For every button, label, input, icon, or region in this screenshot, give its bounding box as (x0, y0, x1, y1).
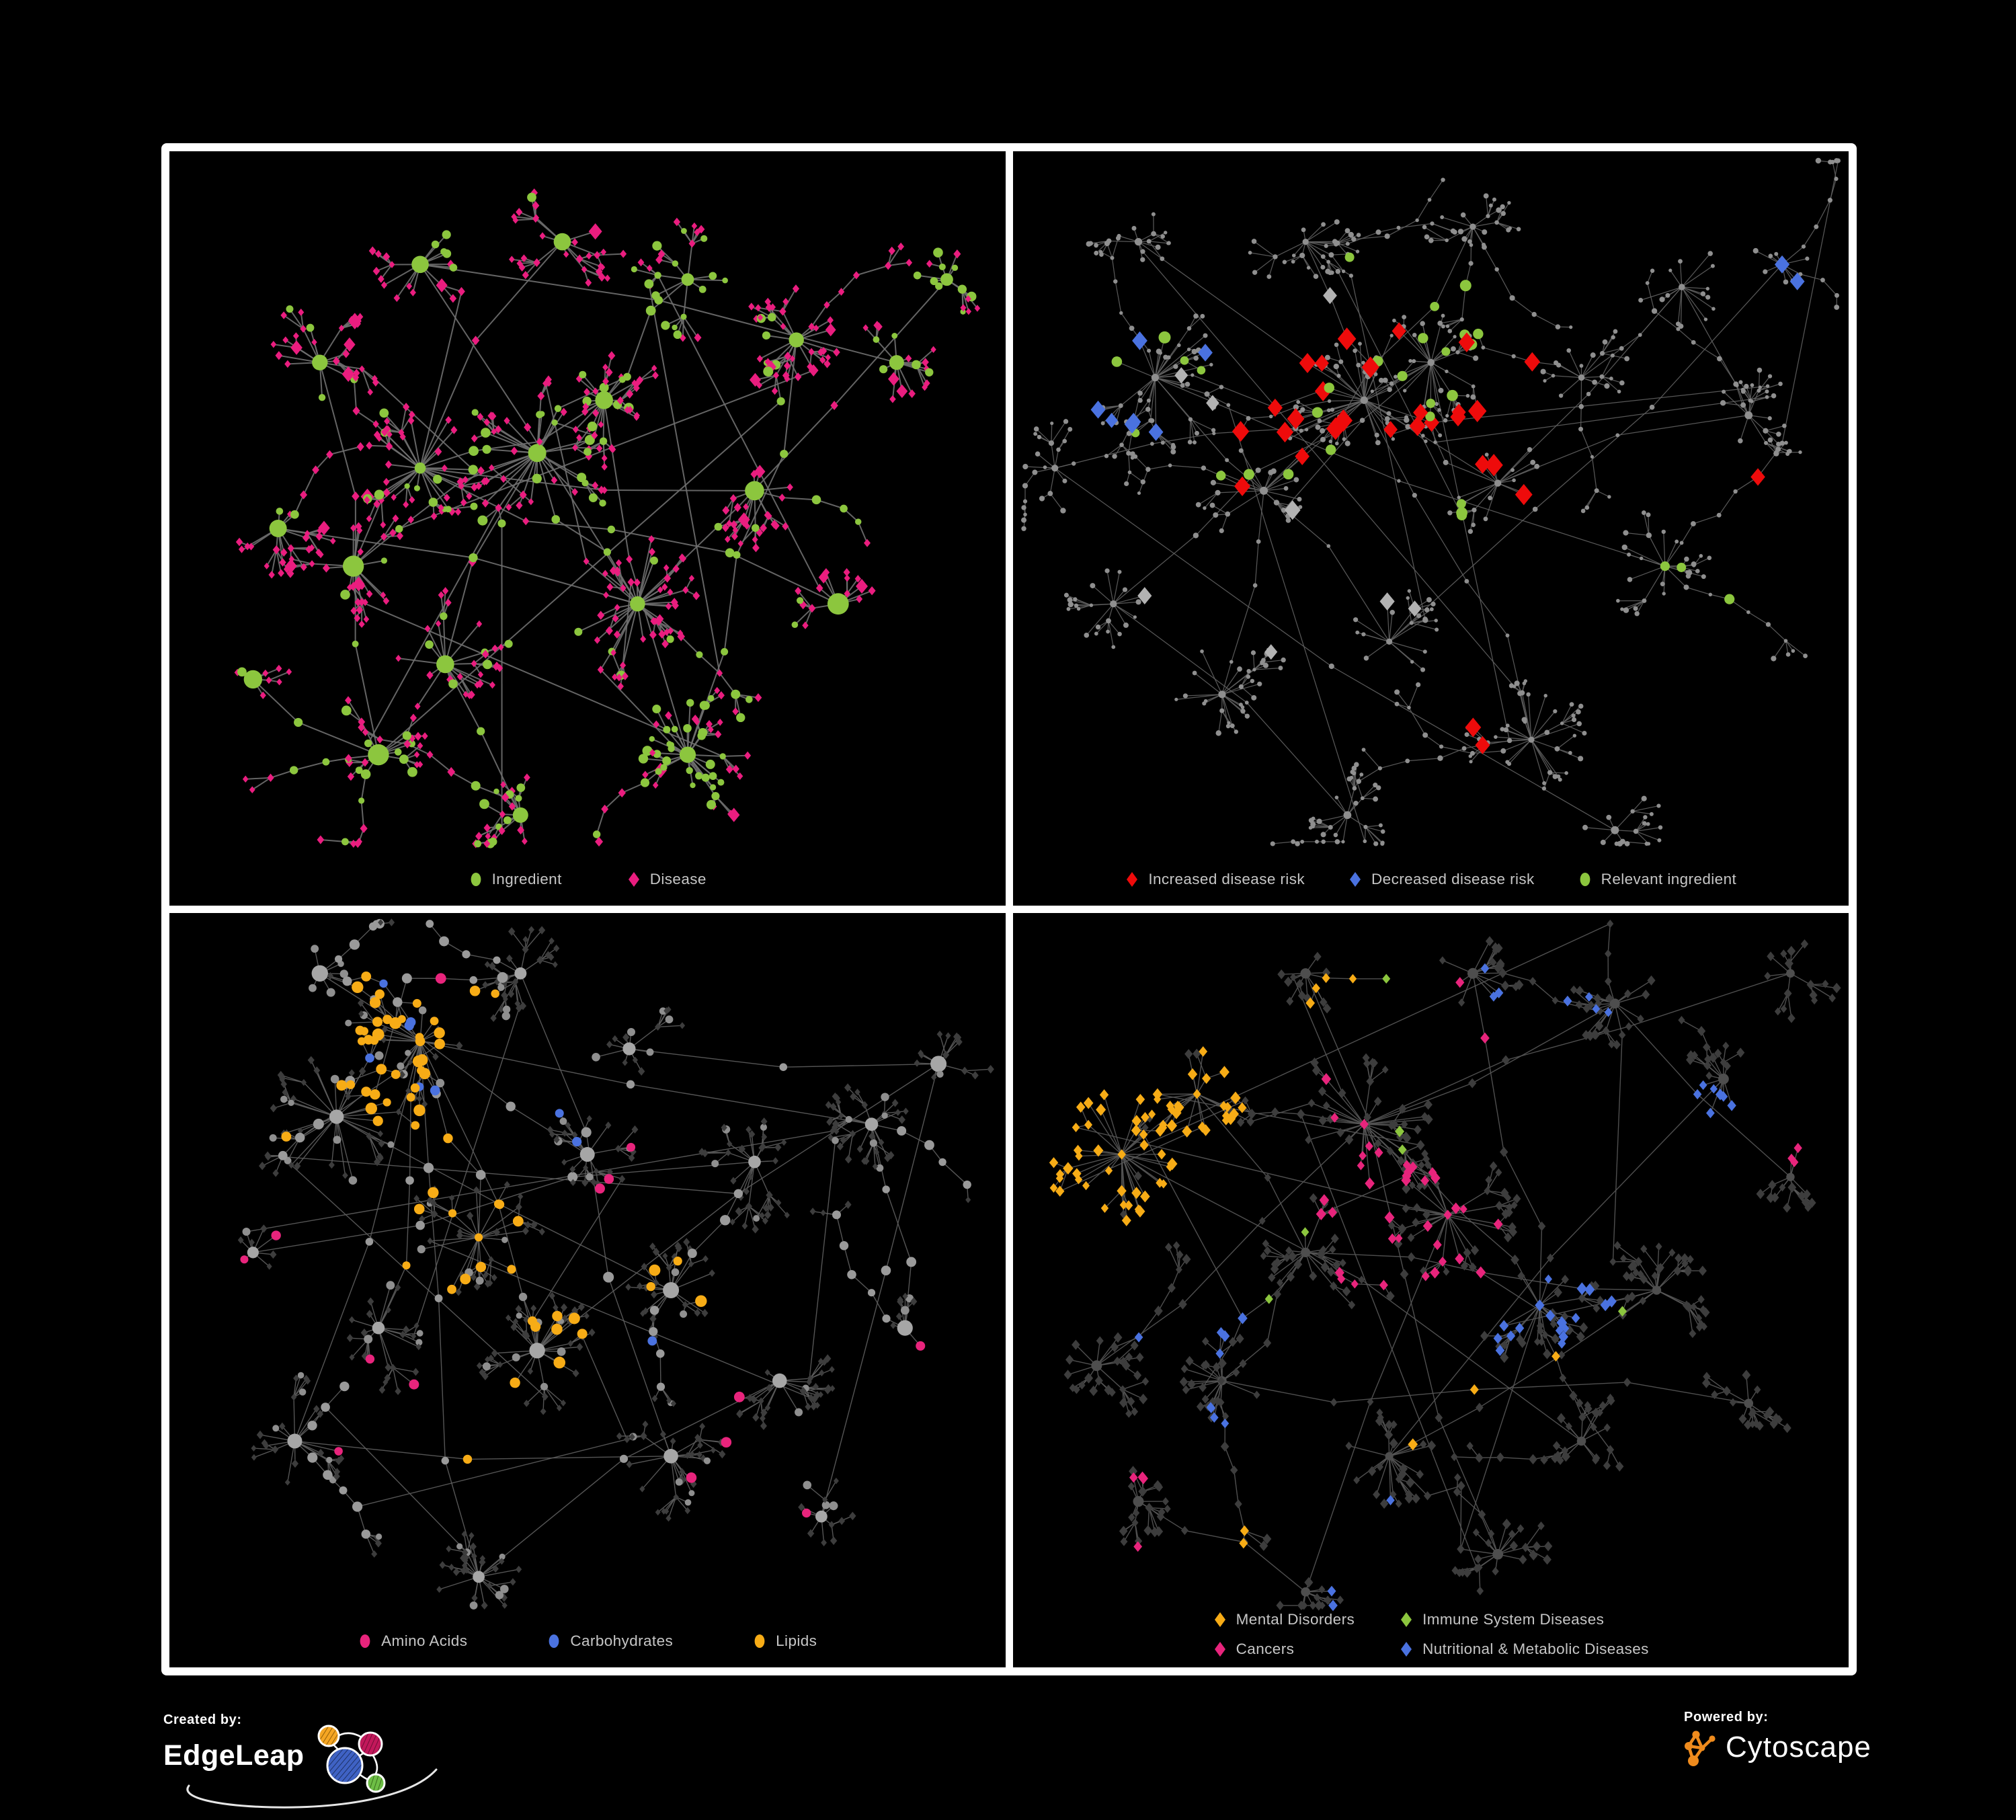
edgeleap-wordmark: EdgeLeap (163, 1739, 305, 1772)
nutritional-metabolic-diseases-diamond-icon (1401, 1642, 1412, 1657)
panel-grid: Ingredient Disease Increased disease ris… (161, 143, 1857, 1675)
carbohydrates-circle-icon (549, 1634, 559, 1648)
legend-item-cancers: Cancers (1213, 1640, 1355, 1658)
mental-disorders-diamond-icon (1214, 1612, 1225, 1627)
edgeleap-swoosh-icon (186, 1768, 438, 1809)
legend-item-relevant-ingredient: Relevant ingredient (1578, 871, 1736, 888)
legend-ingredient-disease: Ingredient Disease (169, 871, 1006, 888)
ingredient-circle-icon (471, 873, 481, 886)
legend-item-lipids: Lipids (752, 1632, 817, 1650)
legend-item-mental-disorders: Mental Disorders (1213, 1611, 1355, 1628)
amino-acids-circle-icon (360, 1634, 370, 1648)
cancers-diamond-icon (1214, 1642, 1225, 1657)
legend-label: Cancers (1236, 1640, 1295, 1657)
panel-nutrient-classes: Amino Acids Carbohydrates Lipids (169, 913, 1006, 1667)
legend-label: Increased disease risk (1148, 871, 1305, 887)
disease-diamond-icon (628, 872, 639, 887)
immune-system-diseases-diamond-icon (1401, 1612, 1412, 1627)
panel-disease-classes: Mental Disorders Immune System Diseases … (1012, 913, 1849, 1667)
cytoscape-credit: Powered by: Cytosc (1684, 1710, 1871, 1767)
legend-item-increased-risk: Increased disease risk (1125, 871, 1305, 888)
legend-item-nutritional-metabolic-diseases: Nutritional & Metabolic Diseases (1399, 1640, 1649, 1658)
legend-label: Mental Disorders (1236, 1611, 1355, 1628)
increased-risk-diamond-icon (1127, 872, 1138, 887)
panel-disease-risk: Increased disease risk Decreased disease… (1012, 151, 1849, 906)
legend-label: Relevant ingredient (1601, 871, 1737, 887)
legend-nutrient-classes: Amino Acids Carbohydrates Lipids (169, 1632, 1006, 1650)
legend-disease-risk: Increased disease risk Decreased disease… (1013, 871, 1849, 888)
legend-item-carbohydrates: Carbohydrates (547, 1632, 673, 1650)
legend-label: Decreased disease risk (1371, 871, 1535, 887)
panel-ingredient-disease: Ingredient Disease (169, 151, 1006, 906)
network-graph-disease-classes (1049, 919, 1841, 1612)
created-by-label: Created by: (163, 1712, 242, 1727)
legend-item-disease: Disease (627, 871, 707, 888)
legend-disease-classes: Mental Disorders Immune System Diseases … (1013, 1611, 1849, 1658)
legend-item-decreased-risk: Decreased disease risk (1348, 871, 1535, 888)
cytoscape-logo-icon (1685, 1731, 1716, 1766)
legend-item-immune-system-diseases: Immune System Diseases (1399, 1611, 1649, 1628)
legend-label: Carbohydrates (570, 1632, 674, 1649)
legend-item-ingredient: Ingredient (469, 871, 562, 888)
edgeleap-credit: Created by: EdgeLeap (163, 1712, 438, 1809)
network-graph-ingredient-disease (234, 188, 981, 848)
edgeleap-logo-icon (317, 1725, 385, 1793)
network-graph-disease-risk (1020, 157, 1841, 847)
legend-label: Lipids (776, 1632, 817, 1649)
relevant-ingredient-circle-icon (1580, 873, 1590, 886)
decreased-risk-diamond-icon (1350, 872, 1361, 887)
powered-by-label: Powered by: (1684, 1710, 1769, 1725)
legend-label: Ingredient (491, 871, 562, 887)
cytoscape-wordmark: Cytoscape (1726, 1731, 1871, 1764)
legend-label: Disease (649, 871, 707, 887)
network-graph-nutrient-classes (237, 918, 994, 1610)
legend-label: Amino Acids (381, 1632, 468, 1649)
legend-label: Immune System Diseases (1422, 1611, 1605, 1628)
lipids-circle-icon (754, 1634, 765, 1648)
legend-label: Nutritional & Metabolic Diseases (1422, 1640, 1649, 1657)
legend-item-amino-acids: Amino Acids (358, 1632, 467, 1650)
